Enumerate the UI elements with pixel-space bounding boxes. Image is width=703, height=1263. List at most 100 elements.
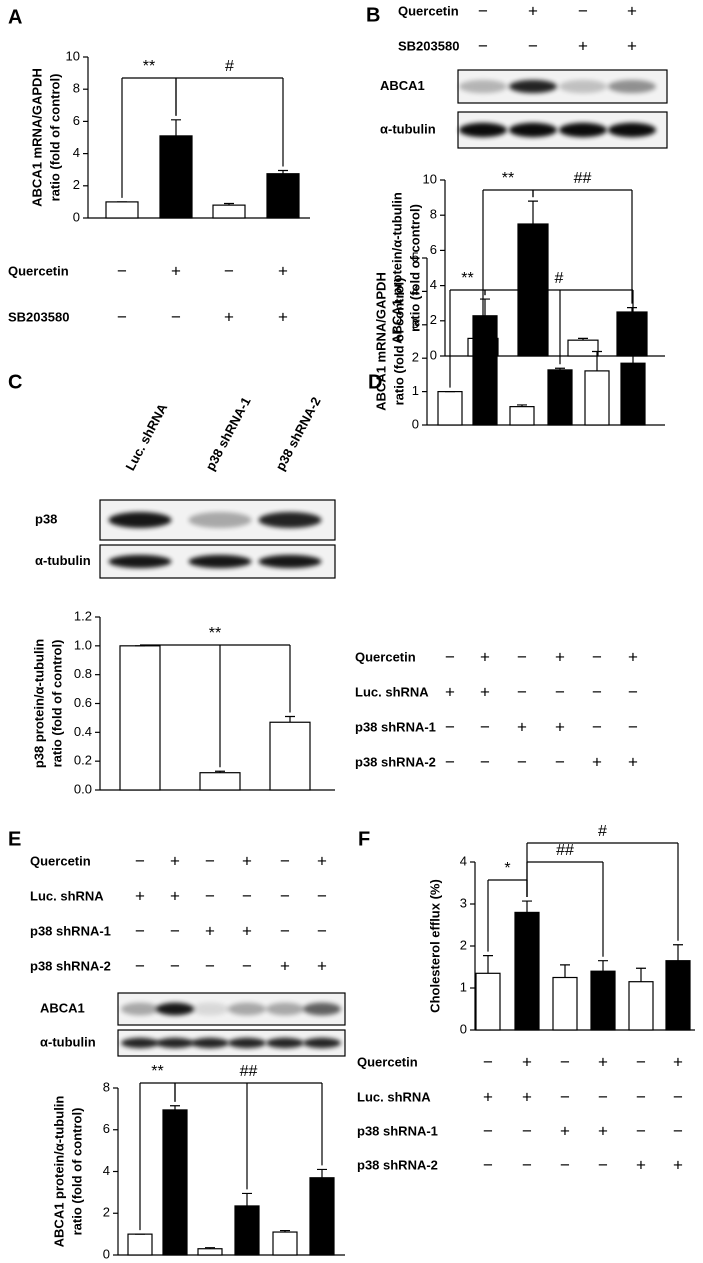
error-bar (215, 770, 225, 773)
condition-label: Quercetin (355, 649, 416, 664)
condition-sign: − (673, 1087, 683, 1106)
error-bar (280, 1229, 290, 1233)
significance-label: ## (556, 842, 574, 859)
condition-sign: + (528, 1, 538, 20)
blot-band (156, 1002, 194, 1016)
condition-sign: + (636, 1155, 646, 1174)
condition-sign: + (560, 1121, 570, 1140)
panel-letter: F (358, 828, 370, 850)
significance-bracket (532, 189, 633, 304)
y-axis-label: p38 protein/α-tubulin (31, 639, 46, 768)
condition-sign: + (205, 921, 215, 940)
condition-sign: − (242, 956, 252, 975)
condition-label: Quercetin (398, 3, 459, 18)
condition-sign: − (242, 886, 252, 905)
bar (266, 173, 300, 219)
condition-label: p38 shRNA-1 (355, 719, 436, 734)
condition-label: p38 shRNA-1 (30, 923, 111, 938)
condition-sign: − (117, 307, 127, 326)
error-bar (517, 404, 527, 407)
condition-sign: + (170, 851, 180, 870)
condition-sign: − (205, 886, 215, 905)
significance-bracket (175, 77, 284, 167)
y-tick-label: 2 (73, 177, 80, 192)
error-bar (224, 202, 234, 206)
error-bar (636, 967, 646, 982)
y-axis-label: ABCA1 mRNA/GAPDH (29, 68, 44, 207)
y-tick-label: 0.4 (74, 724, 92, 739)
condition-label: Quercetin (30, 853, 91, 868)
condition-sign: + (224, 307, 234, 326)
bar (437, 391, 463, 426)
condition-sign: + (278, 307, 288, 326)
condition-sign: − (171, 307, 181, 326)
condition-label: Quercetin (357, 1054, 418, 1069)
significance-bracket (174, 1082, 323, 1190)
condition-label: SB203580 (398, 38, 459, 53)
bar (616, 311, 648, 357)
condition-sign: − (478, 36, 488, 55)
blot-band (608, 79, 656, 94)
bar (547, 369, 573, 426)
bar (199, 772, 241, 791)
blot-band (459, 79, 507, 94)
condition-sign: − (317, 886, 327, 905)
condition-sign: − (636, 1052, 646, 1071)
y-tick-label: 10 (423, 171, 437, 186)
y-tick-label: 4 (460, 853, 467, 868)
significance-label: * (504, 860, 510, 877)
significance-bracket (526, 842, 679, 941)
condition-sign: − (135, 851, 145, 870)
y-tick-label: 6 (103, 1121, 110, 1136)
error-bar (592, 350, 602, 371)
condition-sign: − (445, 647, 455, 666)
condition-sign: − (480, 752, 490, 771)
bar (159, 135, 193, 219)
condition-sign: − (517, 752, 527, 771)
error-bar (598, 960, 608, 972)
y-tick-label: 2 (103, 1205, 110, 1220)
condition-sign: + (317, 851, 327, 870)
y-tick-label: 8 (103, 1079, 110, 1094)
blot-band (303, 1002, 341, 1016)
condition-sign: + (673, 1155, 683, 1174)
y-axis-label: ratio (fold of control) (407, 204, 422, 332)
bar (567, 339, 599, 357)
y-tick-label: 2 (430, 312, 437, 327)
blot-band (509, 79, 557, 94)
condition-sign: − (117, 261, 127, 280)
condition-label: Quercetin (8, 263, 69, 278)
condition-sign: + (628, 647, 638, 666)
condition-sign: + (170, 886, 180, 905)
bar (272, 1231, 298, 1256)
y-tick-label: 2 (412, 350, 419, 365)
significance-label: ** (209, 625, 221, 642)
blot-band (608, 122, 656, 138)
condition-label: Luc. shRNA (355, 684, 429, 699)
condition-sign: + (627, 1, 637, 20)
condition-sign: + (445, 682, 455, 701)
error-bar (673, 944, 683, 961)
y-axis-label: ABCA1 protein/α-tubulin (51, 1096, 66, 1248)
condition-sign: + (517, 717, 527, 736)
error-bar (528, 200, 538, 224)
significance-label: # (555, 270, 564, 287)
blot-band (228, 1037, 266, 1049)
error-bar (480, 298, 490, 316)
significance-label: ** (461, 270, 473, 287)
y-tick-label: 6 (73, 113, 80, 128)
panel-letter: E (8, 828, 21, 850)
condition-sign: − (528, 36, 538, 55)
blot-row-label: p38 (35, 511, 57, 526)
condition-sign: − (170, 956, 180, 975)
condition-sign: − (517, 647, 527, 666)
condition-sign: − (317, 921, 327, 940)
bar (665, 960, 691, 1031)
error-bar (242, 1192, 252, 1206)
condition-sign: − (555, 752, 565, 771)
y-tick-label: 1.2 (74, 608, 92, 623)
y-tick-label: 4 (430, 277, 437, 292)
y-tick-label: 1 (412, 383, 419, 398)
y-axis-label: ratio (fold of control) (47, 74, 62, 202)
